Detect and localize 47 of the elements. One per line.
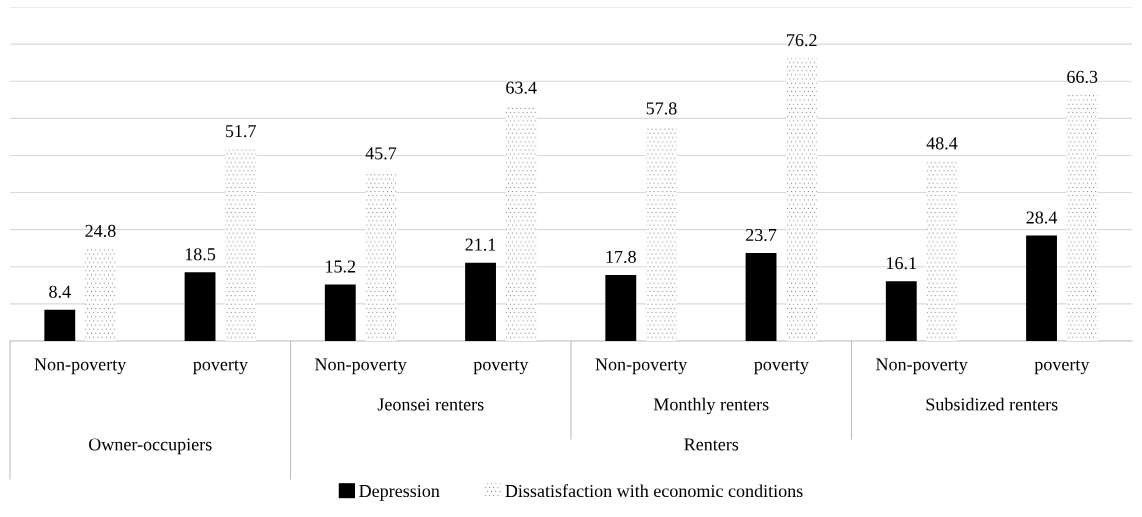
bar [365, 171, 397, 341]
bar [1026, 235, 1057, 341]
bar [1066, 94, 1098, 341]
data-label: 15.2 [326, 260, 356, 273]
data-label: 21.1 [465, 238, 496, 251]
data-label: 28.4 [1026, 211, 1058, 224]
legend-label: Depression [359, 484, 440, 501]
data-label: 23.7 [746, 228, 777, 242]
data-label: 51.7 [225, 125, 256, 138]
data-label: 16.1 [887, 257, 916, 270]
bar [745, 253, 777, 341]
text: Monthly renters [653, 397, 769, 415]
x-tick-label: poverty [1034, 360, 1090, 375]
x-tick-label: poverty [754, 360, 809, 375]
data-label: 18.5 [185, 248, 216, 261]
x-tick-label: poverty [193, 360, 248, 375]
bar [324, 284, 356, 341]
text: Jeonsei renters [377, 398, 484, 411]
bar [85, 248, 116, 341]
text: Owner-occupiers [89, 438, 212, 455]
x-tick-label: Non-poverty [876, 358, 968, 375]
bar [786, 58, 818, 341]
bar [885, 281, 917, 341]
data-label: 48.4 [926, 137, 958, 150]
bar [44, 309, 76, 341]
bar [465, 262, 496, 341]
data-label: 24.8 [85, 224, 116, 238]
bar [926, 161, 958, 341]
data-label: 63.4 [506, 81, 537, 94]
text: Renters [684, 438, 739, 451]
text: Subsidized renters [926, 397, 1058, 411]
data-label: 57.8 [646, 102, 677, 115]
x-tick-label: Non-poverty [315, 358, 407, 375]
bar [184, 272, 216, 341]
data-label: 66.3 [1067, 70, 1098, 84]
bar [605, 274, 637, 341]
bar [505, 105, 537, 341]
data-label: 17.8 [606, 250, 636, 264]
legend-label: Dissatisfaction with economic conditions [505, 484, 803, 498]
x-tick-label: Non-poverty [34, 358, 127, 375]
bar [225, 149, 257, 341]
x-tick-label: Non-poverty [595, 358, 688, 375]
bar [646, 126, 677, 341]
data-label: 8.4 [49, 285, 71, 298]
data-label: 76.2 [787, 34, 817, 47]
data-label: 45.7 [365, 147, 397, 160]
x-tick-label: poverty [473, 360, 529, 375]
